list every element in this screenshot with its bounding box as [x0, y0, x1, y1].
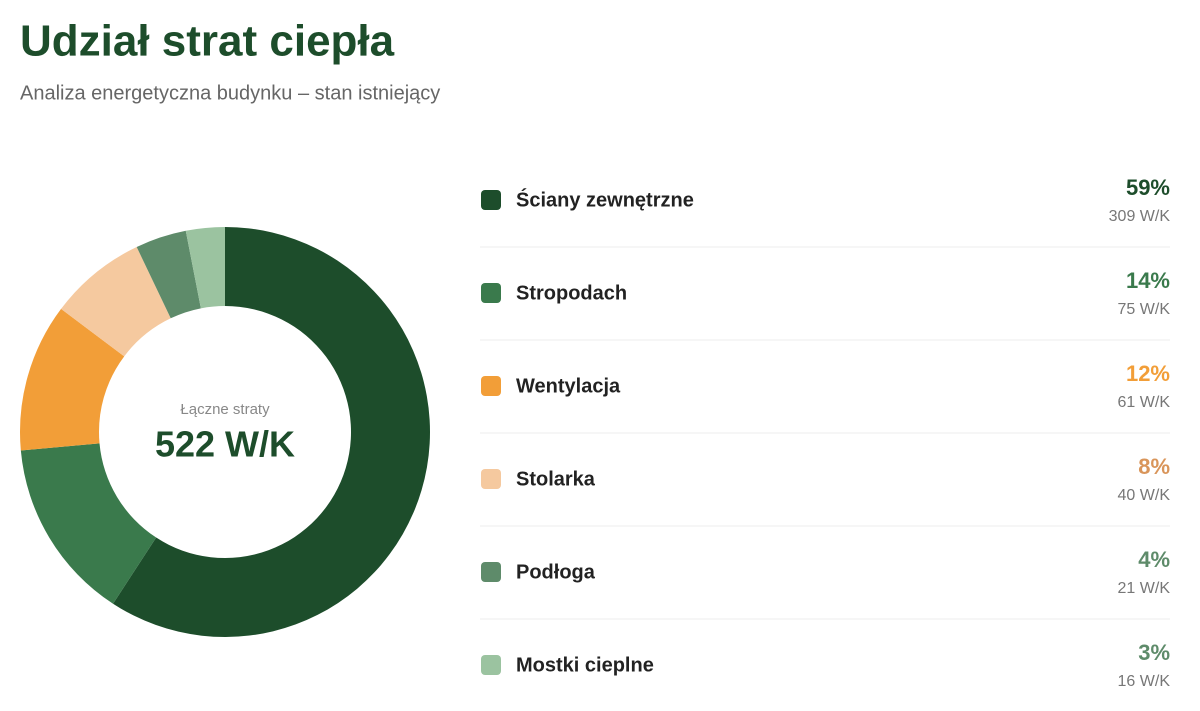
value-label: 309 W/K: [1109, 208, 1171, 225]
legend-swatch: [481, 376, 501, 396]
percent-label: 59%: [1126, 175, 1170, 200]
legend-label: Podłoga: [516, 561, 596, 583]
percent-label: 14%: [1126, 268, 1170, 293]
legend-label: Mostki cieplne: [516, 654, 654, 676]
legend-label: Wentylacja: [516, 375, 621, 397]
donut-segment: [61, 246, 171, 357]
legend-swatch: [481, 469, 501, 489]
percent-label: 12%: [1126, 361, 1170, 386]
legend-label: Stropodach: [516, 282, 627, 304]
value-label: 16 W/K: [1118, 673, 1171, 690]
center-label: Łączne straty: [180, 401, 270, 418]
donut-segment: [185, 227, 225, 309]
donut-segment: [19, 308, 125, 451]
legend-label: Stolarka: [516, 468, 596, 490]
legend-swatch: [481, 562, 501, 582]
percent-label: 3%: [1138, 640, 1170, 665]
percent-label: 8%: [1138, 454, 1170, 479]
value-label: 75 W/K: [1118, 301, 1171, 318]
donut-segment: [20, 443, 157, 604]
value-label: 61 W/K: [1118, 394, 1171, 411]
chart-subtitle: Analiza energetyczna budynku – stan istn…: [20, 82, 440, 104]
center-value: 522 W/K: [155, 424, 295, 465]
legend-swatch: [481, 190, 501, 210]
value-label: 40 W/K: [1118, 487, 1171, 504]
value-label: 21 W/K: [1118, 580, 1171, 597]
percent-label: 4%: [1138, 547, 1170, 572]
donut-segment: [113, 227, 431, 638]
legend-swatch: [481, 655, 501, 675]
donut-segment: [136, 230, 201, 319]
legend-swatch: [481, 283, 501, 303]
chart-title: Udział strat ciepła: [20, 17, 395, 66]
legend-label: Ściany zewnętrzne: [516, 187, 694, 211]
